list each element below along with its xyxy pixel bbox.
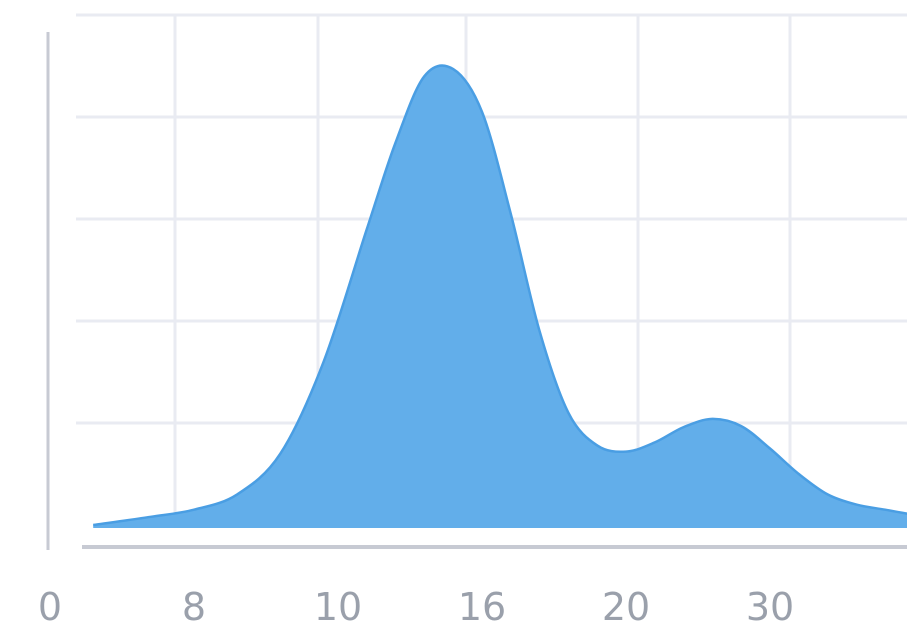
x-tick-label: 50	[906, 585, 907, 625]
x-tick-labels: 0 8 10 16 20 30 50	[38, 585, 907, 625]
x-tick-label: 8	[182, 585, 206, 625]
x-tick-label: 16	[458, 585, 506, 625]
x-tick-label: 20	[602, 585, 650, 625]
area-series-outline	[93, 64, 907, 527]
x-tick-label: 0	[38, 585, 62, 625]
x-tick-label: 30	[746, 585, 794, 625]
area-series	[93, 65, 907, 528]
x-tick-label: 10	[314, 585, 362, 625]
